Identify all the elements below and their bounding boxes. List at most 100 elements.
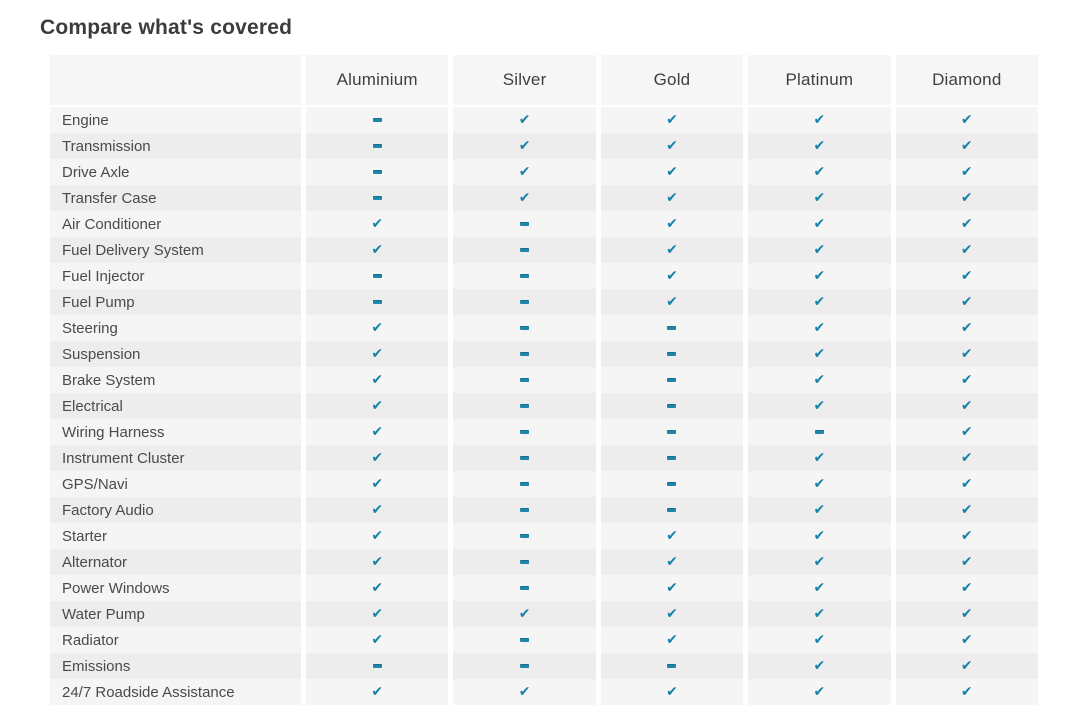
check-icon: ✔ <box>813 112 826 128</box>
coverage-cell: ✔ <box>748 679 891 705</box>
coverage-cell: ✔ <box>895 601 1038 627</box>
row-label: Brake System <box>50 367 301 393</box>
dash-icon <box>667 430 677 434</box>
coverage-cell <box>600 653 744 679</box>
coverage-cell: ✔ <box>895 289 1038 315</box>
check-icon: ✔ <box>960 294 973 310</box>
dash-icon <box>372 170 382 174</box>
coverage-cell <box>306 159 449 185</box>
coverage-cell: ✔ <box>895 237 1038 263</box>
table-row: Alternator ✔ ✔ ✔ ✔ <box>50 549 1038 575</box>
dash-icon <box>520 248 530 252</box>
coverage-cell: ✔ <box>748 211 891 237</box>
check-icon: ✔ <box>813 554 826 570</box>
check-icon: ✔ <box>371 242 384 258</box>
coverage-cell <box>600 471 744 497</box>
check-icon: ✔ <box>960 424 973 440</box>
dash-icon <box>372 144 382 148</box>
coverage-cell: ✔ <box>895 523 1038 549</box>
coverage-cell <box>453 211 596 237</box>
coverage-cell <box>306 289 449 315</box>
dash-icon <box>520 352 530 356</box>
check-icon: ✔ <box>371 424 384 440</box>
coverage-cell <box>453 471 596 497</box>
check-icon: ✔ <box>960 502 973 518</box>
coverage-cell: ✔ <box>895 341 1038 367</box>
coverage-cell: ✔ <box>600 107 744 133</box>
coverage-cell: ✔ <box>748 185 891 211</box>
check-icon: ✔ <box>813 294 826 310</box>
coverage-cell <box>453 497 596 523</box>
coverage-cell <box>453 315 596 341</box>
coverage-cell: ✔ <box>748 367 891 393</box>
header-spacer-cell <box>50 55 301 105</box>
check-icon: ✔ <box>371 528 384 544</box>
dash-icon <box>520 638 530 642</box>
dash-icon <box>372 300 382 304</box>
check-icon: ✔ <box>371 450 384 466</box>
coverage-cell: ✔ <box>306 549 449 575</box>
check-icon: ✔ <box>960 216 973 232</box>
coverage-cell: ✔ <box>748 627 891 653</box>
dash-icon <box>520 534 530 538</box>
check-icon: ✔ <box>813 190 826 206</box>
check-icon: ✔ <box>960 528 973 544</box>
coverage-cell: ✔ <box>895 263 1038 289</box>
check-icon: ✔ <box>813 216 826 232</box>
row-label: Drive Axle <box>50 159 301 185</box>
table-row: Power Windows ✔ ✔ ✔ ✔ <box>50 575 1038 601</box>
coverage-cell <box>306 107 449 133</box>
coverage-cell: ✔ <box>748 393 891 419</box>
row-label: Emissions <box>50 653 301 679</box>
coverage-cell: ✔ <box>748 653 891 679</box>
coverage-cell <box>600 445 744 471</box>
dash-icon <box>520 274 530 278</box>
coverage-cell: ✔ <box>306 419 449 445</box>
table-row: Drive Axle ✔ ✔ ✔ ✔ <box>50 159 1038 185</box>
coverage-cell: ✔ <box>306 497 449 523</box>
coverage-cell: ✔ <box>306 679 449 705</box>
check-icon: ✔ <box>960 138 973 154</box>
page-title: Compare what's covered <box>40 16 293 39</box>
table-row: Starter ✔ ✔ ✔ ✔ <box>50 523 1038 549</box>
table-row: Transmission ✔ ✔ ✔ ✔ <box>50 133 1038 159</box>
coverage-cell <box>306 133 449 159</box>
coverage-cell: ✔ <box>306 237 449 263</box>
check-icon: ✔ <box>666 242 678 258</box>
coverage-cell: ✔ <box>600 627 744 653</box>
dash-icon <box>520 560 530 564</box>
check-icon: ✔ <box>371 554 384 570</box>
coverage-cell: ✔ <box>895 471 1038 497</box>
dash-icon <box>520 456 530 460</box>
coverage-cell <box>453 653 596 679</box>
dash-icon <box>520 586 530 590</box>
coverage-cell: ✔ <box>748 341 891 367</box>
coverage-cell: ✔ <box>600 289 744 315</box>
table-row: Wiring Harness ✔ ✔ <box>50 419 1038 445</box>
coverage-cell: ✔ <box>600 237 744 263</box>
coverage-cell: ✔ <box>453 601 596 627</box>
check-icon: ✔ <box>666 580 678 596</box>
table-row: Air Conditioner ✔ ✔ ✔ ✔ <box>50 211 1038 237</box>
coverage-cell: ✔ <box>600 601 744 627</box>
dash-icon <box>520 482 530 486</box>
check-icon: ✔ <box>666 684 678 700</box>
check-icon: ✔ <box>518 606 531 622</box>
dash-icon <box>520 222 530 226</box>
coverage-cell: ✔ <box>306 211 449 237</box>
table-row: GPS/Navi ✔ ✔ ✔ <box>50 471 1038 497</box>
dash-icon <box>520 300 530 304</box>
table-row: Electrical ✔ ✔ ✔ <box>50 393 1038 419</box>
check-icon: ✔ <box>371 502 384 518</box>
check-icon: ✔ <box>371 606 384 622</box>
coverage-table-body: Engine ✔ ✔ ✔ ✔ Transmission ✔ ✔ ✔ ✔ Drive Axle… <box>50 107 1038 705</box>
check-icon: ✔ <box>813 684 826 700</box>
coverage-cell: ✔ <box>600 549 744 575</box>
coverage-cell <box>600 341 744 367</box>
coverage-cell: ✔ <box>306 601 449 627</box>
coverage-cell <box>600 419 744 445</box>
coverage-cell: ✔ <box>600 133 744 159</box>
table-row: Suspension ✔ ✔ ✔ <box>50 341 1038 367</box>
check-icon: ✔ <box>960 346 973 362</box>
coverage-cell <box>453 393 596 419</box>
